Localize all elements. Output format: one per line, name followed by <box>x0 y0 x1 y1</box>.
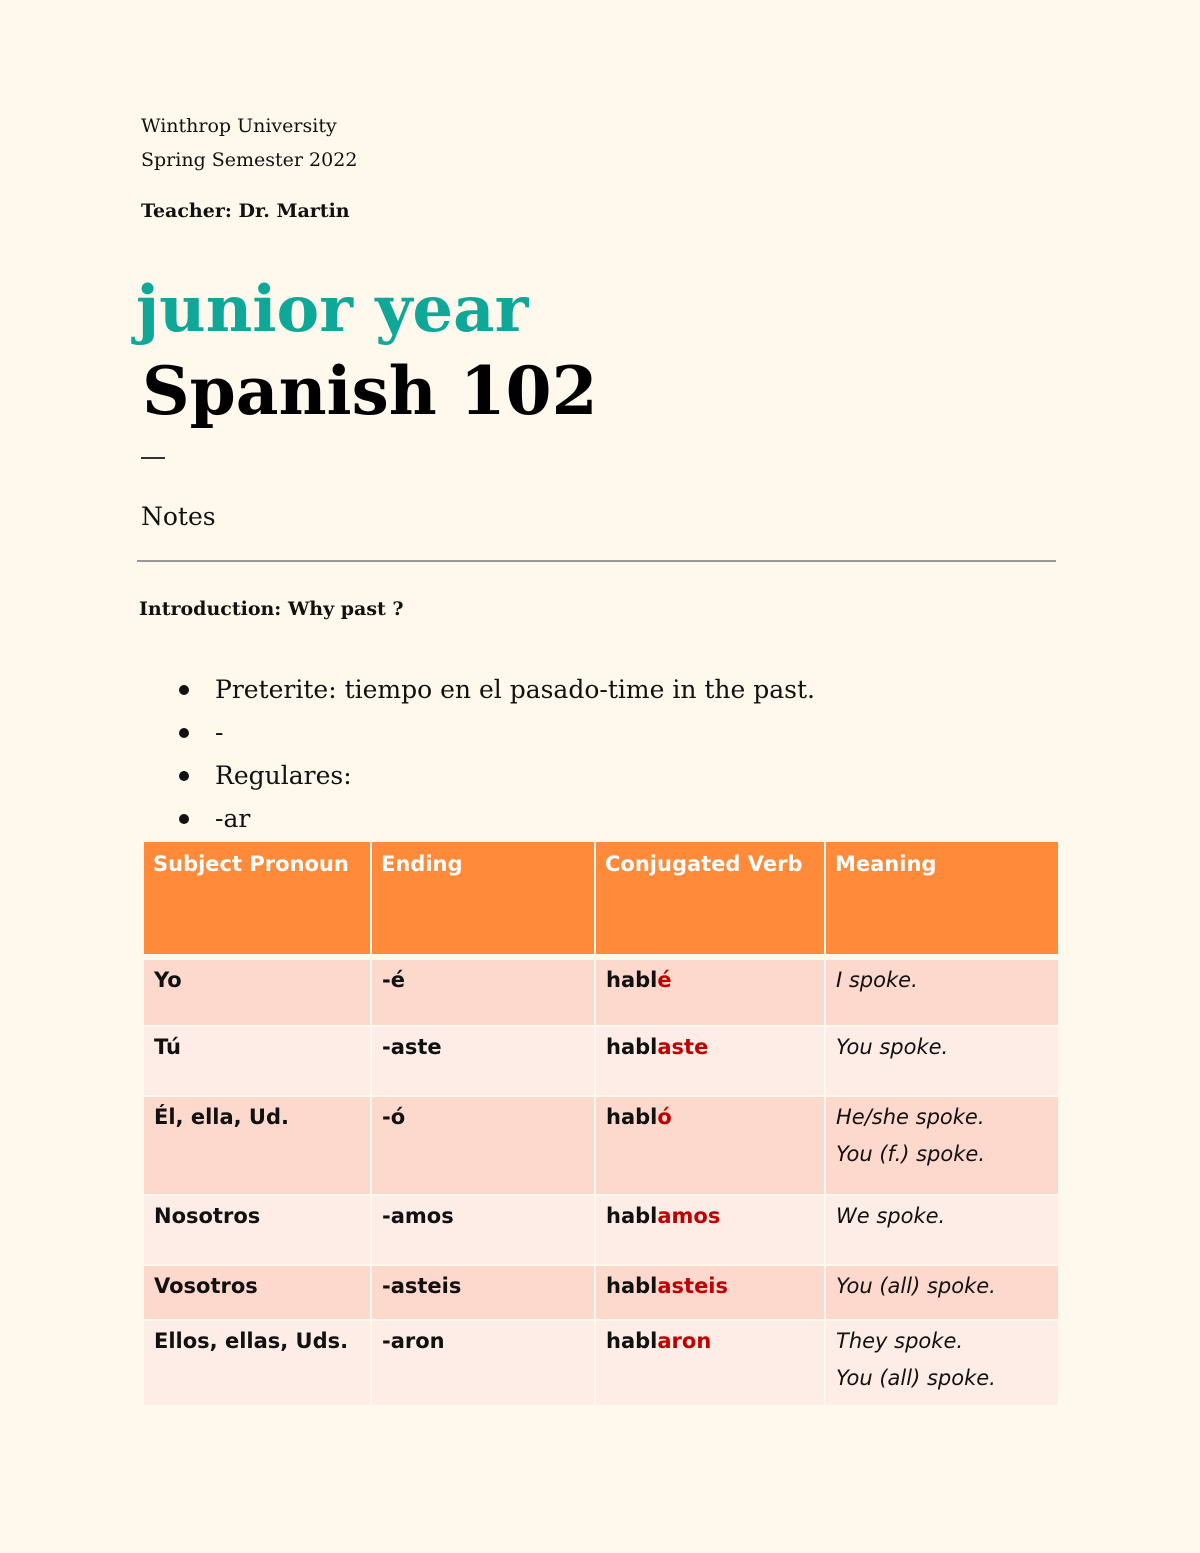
table-row: Yo -é hablé I spoke. <box>144 960 1058 1025</box>
verb-cell: hablamos <box>596 1196 824 1264</box>
verb-ending: aron <box>657 1329 712 1353</box>
teacher: Teacher: Dr. Martin <box>141 200 350 222</box>
verb-cell: hablaste <box>596 1027 824 1095</box>
list-item-text: -ar <box>215 804 251 833</box>
verb-stem: habl <box>606 1035 658 1059</box>
ending-cell: -aron <box>372 1321 594 1405</box>
verb-stem: habl <box>606 1329 658 1353</box>
meaning-cell: He/she spoke. You (f.) spoke. <box>826 1097 1058 1194</box>
conjugation-table: Subject Pronoun Ending Conjugated Verb M… <box>142 840 1060 1407</box>
ending-cell: -asteis <box>372 1266 594 1319</box>
verb-ending: ó <box>657 1105 672 1129</box>
meaning-line: We spoke. <box>836 1204 946 1228</box>
table-row: Tú -aste hablaste You spoke. <box>144 1027 1058 1095</box>
meaning-cell: You spoke. <box>826 1027 1058 1095</box>
semester: Spring Semester 2022 <box>141 149 358 171</box>
header-ending: Ending <box>372 842 594 954</box>
meaning-line: You (all) spoke. <box>836 1274 996 1298</box>
verb-stem: habl <box>606 1204 658 1228</box>
institution: Winthrop University <box>141 115 337 137</box>
meaning-cell: They spoke. You (all) spoke. <box>826 1321 1058 1405</box>
ending-cell: -ó <box>372 1097 594 1194</box>
meaning-line: You (f.) spoke. <box>836 1142 985 1166</box>
verb-ending: é <box>657 968 672 992</box>
meaning-line: You (all) spoke. <box>836 1366 996 1390</box>
intro-heading: Introduction: Why past ? <box>139 598 404 620</box>
table-row: Nosotros -amos hablamos We spoke. <box>144 1196 1058 1264</box>
list-item-text: - <box>215 718 224 747</box>
meaning-line: They spoke. <box>836 1329 964 1353</box>
bullet-icon <box>179 684 189 695</box>
table-header-row: Subject Pronoun Ending Conjugated Verb M… <box>144 842 1058 954</box>
verb-cell: hablaron <box>596 1321 824 1405</box>
ending-cell: -amos <box>372 1196 594 1264</box>
meaning-line: You spoke. <box>836 1035 949 1059</box>
verb-ending: aste <box>657 1035 709 1059</box>
pronoun-cell: Ellos, ellas, Uds. <box>144 1321 370 1405</box>
meaning-line: I spoke. <box>836 968 918 992</box>
meaning-cell: You (all) spoke. <box>826 1266 1058 1319</box>
verb-stem: habl <box>606 968 658 992</box>
pronoun-cell: Vosotros <box>144 1266 370 1319</box>
verb-cell: hablé <box>596 960 824 1025</box>
subtitle: junior year <box>136 272 529 347</box>
bullet-list: Preterite: tiempo en el pasado-time in t… <box>176 668 815 840</box>
pronoun-cell: Nosotros <box>144 1196 370 1264</box>
short-divider <box>141 457 165 459</box>
pronoun-cell: Yo <box>144 960 370 1025</box>
verb-stem: habl <box>606 1105 658 1129</box>
list-item-text: Regulares: <box>215 761 352 790</box>
verb-stem: habl <box>606 1274 658 1298</box>
verb-cell: habló <box>596 1097 824 1194</box>
bullet-icon <box>179 813 189 824</box>
verb-cell: hablasteis <box>596 1266 824 1319</box>
verb-ending: amos <box>657 1204 721 1228</box>
table-row: Él, ella, Ud. -ó habló He/she spoke. You … <box>144 1097 1058 1194</box>
header-meaning: Meaning <box>826 842 1058 954</box>
meaning-line: He/she spoke. <box>836 1105 985 1129</box>
ending-cell: -é <box>372 960 594 1025</box>
pronoun-cell: Tú <box>144 1027 370 1095</box>
bullet-icon <box>179 727 189 738</box>
meaning-cell: I spoke. <box>826 960 1058 1025</box>
list-item: Regulares: <box>176 754 815 797</box>
list-item-text: Preterite: tiempo en el pasado-time in t… <box>215 675 815 704</box>
bullet-icon <box>179 770 189 781</box>
verb-ending: asteis <box>657 1274 729 1298</box>
table-row: Vosotros -asteis hablasteis You (all) sp… <box>144 1266 1058 1319</box>
pronoun-cell: Él, ella, Ud. <box>144 1097 370 1194</box>
table-row: Ellos, ellas, Uds. -aron hablaron They s… <box>144 1321 1058 1405</box>
list-item: -ar <box>176 797 815 840</box>
section-heading: Notes <box>141 502 216 531</box>
meaning-cell: We spoke. <box>826 1196 1058 1264</box>
page-title: Spanish 102 <box>142 352 598 430</box>
list-item: Preterite: tiempo en el pasado-time in t… <box>176 668 815 711</box>
ending-cell: -aste <box>372 1027 594 1095</box>
list-item: - <box>176 711 815 754</box>
header-conjugated-verb: Conjugated Verb <box>596 842 824 954</box>
header-subject-pronoun: Subject Pronoun <box>144 842 370 954</box>
horizontal-rule <box>137 560 1056 562</box>
